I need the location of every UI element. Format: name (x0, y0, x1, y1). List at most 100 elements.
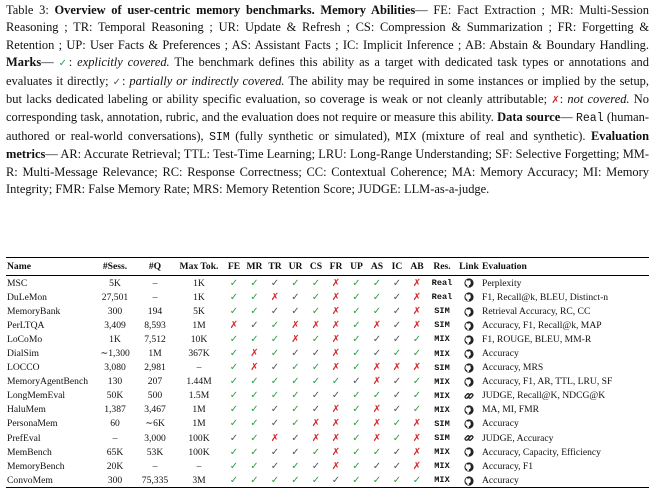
caption-text: : (121, 73, 130, 88)
data-source: MIX (434, 334, 450, 345)
data-source: SIM (434, 306, 450, 317)
ability-mark: ✓ (311, 305, 321, 317)
github-icon[interactable] (464, 306, 474, 317)
ability-mark: ✗ (270, 291, 280, 303)
questions: 3,467 (144, 404, 166, 416)
ability-mark: ✓ (270, 277, 280, 289)
ability-mark: ✓ (311, 460, 321, 472)
benchmark-name: LongMemEval (7, 390, 66, 402)
ability-mark: ✓ (311, 333, 321, 345)
evaluation: F1, Recall@k, BLEU, Distinct-n (482, 291, 609, 303)
github-icon[interactable] (464, 292, 474, 303)
link-icon[interactable] (464, 433, 474, 443)
evaluation: Accuracy (482, 474, 519, 486)
data-source: MIX (434, 404, 450, 415)
benchmark-name: PerLTQA (7, 319, 45, 331)
questions: 53K (146, 446, 164, 458)
ability-mark: ✗ (412, 291, 422, 303)
link-cell (457, 403, 481, 417)
ability-mark: ✓ (372, 348, 382, 360)
data-source: MIX (434, 348, 450, 359)
ability-mark: ✓ (311, 376, 321, 388)
column-header: Res. (433, 261, 451, 272)
ability-mark: ✗ (331, 418, 341, 430)
ability-mark: ✓ (229, 390, 239, 402)
legend-mark: ✓ (58, 58, 69, 70)
table-row: MemoryBench 20K – – ✓ ✓ ✓ ✓ ✓ ✗ ✓ ✓ ✓ ✗ MIX Accuracy, F… (6, 459, 649, 473)
link-cell (457, 459, 481, 473)
data-source: MIX (434, 376, 450, 387)
ability-mark: ✓ (392, 418, 402, 430)
ability-mark: ✓ (250, 404, 259, 416)
ability-mark: ✗ (392, 362, 402, 374)
github-icon[interactable] (464, 476, 474, 486)
ability-mark: ✓ (372, 305, 382, 317)
sessions: 300 (107, 474, 123, 486)
evaluation: Accuracy, F1 (482, 460, 534, 472)
ability-mark: ✗ (291, 319, 300, 331)
data-source: MIX (434, 390, 450, 401)
ability-mark: ✓ (412, 474, 422, 486)
github-icon[interactable] (464, 278, 474, 288)
table-row: DialSim ∼1,300 1M 367K ✓ ✗ ✓ ✓ ✓ ✗ ✓ ✓ ✓ ✓ MIX Accuracy (6, 346, 649, 360)
ability-mark: ✓ (291, 305, 300, 317)
column-header: IC (391, 261, 403, 272)
ability-mark: ✗ (412, 418, 422, 430)
github-icon[interactable] (464, 405, 474, 415)
github-icon[interactable] (464, 419, 474, 429)
ability-mark: ✓ (352, 432, 361, 444)
benchmark-table: Name #Sess. #Q Max Tok. FE MR TR UR CS FR UP AS IC AB… (6, 257, 649, 488)
ability-mark: ✓ (392, 305, 402, 317)
ability-mark: ✓ (229, 348, 239, 360)
ability-mark: ✓ (229, 277, 239, 289)
benchmark-name: HaluMem (7, 404, 46, 416)
max-tokens: 1K (193, 291, 205, 303)
github-icon[interactable] (464, 363, 474, 373)
ability-mark: ✓ (372, 333, 382, 345)
caption-text: (human-authored or real-world conversati… (6, 110, 649, 143)
link-cell (457, 276, 481, 291)
column-header: FR (329, 261, 343, 272)
ability-mark: ✓ (331, 376, 341, 388)
table-body: MSC 5K – 1K ✓ ✓ ✓ ✓ ✓ ✗ ✓ ✓ ✓ ✗ Real Perplexity DuLeMon 2… (6, 276, 649, 488)
ability-mark: ✓ (229, 460, 239, 472)
column-header: Link (459, 261, 479, 272)
ability-mark: ✓ (229, 362, 239, 374)
ability-mark: ✓ (372, 390, 382, 402)
ability-mark: ✗ (372, 432, 382, 444)
ability-mark: ✓ (392, 404, 402, 416)
questions: 8,593 (144, 319, 166, 331)
max-tokens: 3M (192, 474, 206, 486)
link-icon[interactable] (464, 391, 474, 401)
github-icon[interactable] (464, 349, 474, 359)
ability-mark: ✓ (392, 446, 402, 458)
ability-mark: ✓ (229, 418, 239, 430)
ability-mark: ✓ (229, 291, 239, 303)
github-icon[interactable] (464, 447, 474, 458)
ability-mark: ✓ (392, 333, 402, 345)
ability-mark: ✓ (311, 362, 321, 374)
github-icon[interactable] (464, 321, 474, 331)
ability-mark: ✗ (250, 362, 259, 374)
caption-text: The ability may be required in some inst… (6, 73, 649, 107)
max-tokens: 1K (193, 277, 205, 289)
ability-mark: ✓ (270, 376, 280, 388)
max-tokens: 1.44M (186, 376, 212, 388)
github-icon[interactable] (464, 335, 474, 345)
github-icon[interactable] (464, 461, 474, 472)
column-header: #Sess. (102, 261, 128, 272)
questions: 194 (147, 305, 163, 317)
benchmark-name: PrefEval (7, 432, 41, 444)
ability-mark: ✓ (412, 376, 422, 388)
github-icon[interactable] (464, 377, 474, 387)
link-cell (457, 417, 481, 431)
ability-mark: ✓ (331, 474, 341, 486)
caption-text: The benchmark defines this ability as a … (6, 55, 649, 88)
data-source: SIM (434, 433, 450, 444)
ability-mark: ✓ (352, 446, 361, 458)
sessions: 1K (109, 333, 121, 345)
sessions: 60 (110, 418, 120, 430)
ability-mark: ✓ (311, 291, 321, 303)
ability-mark: ✓ (352, 376, 361, 388)
link-cell (457, 473, 481, 488)
